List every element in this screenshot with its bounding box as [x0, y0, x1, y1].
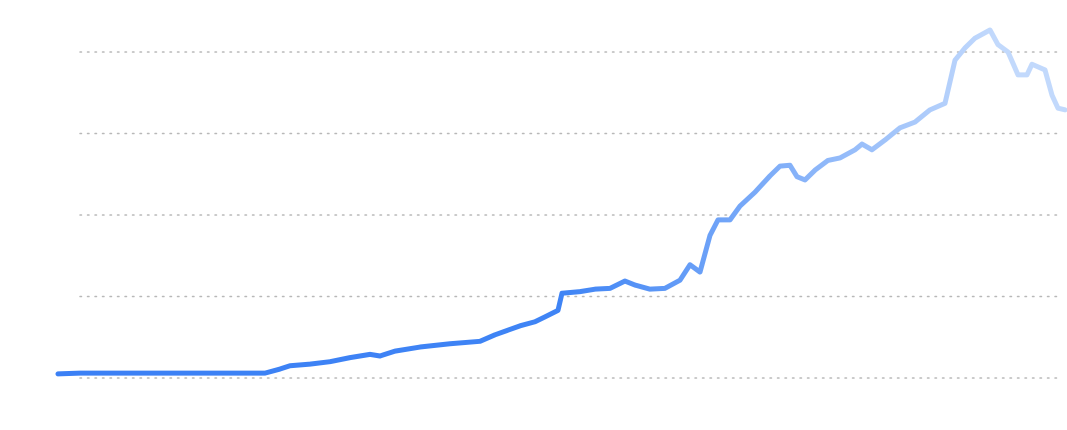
data-line: [55, 27, 1067, 377]
